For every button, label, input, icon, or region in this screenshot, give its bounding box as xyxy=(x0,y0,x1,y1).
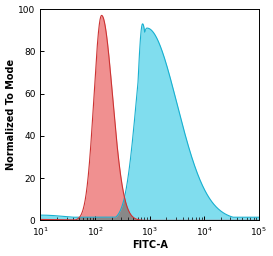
X-axis label: FITC-A: FITC-A xyxy=(132,240,168,250)
Y-axis label: Normalized To Mode: Normalized To Mode xyxy=(5,59,16,170)
